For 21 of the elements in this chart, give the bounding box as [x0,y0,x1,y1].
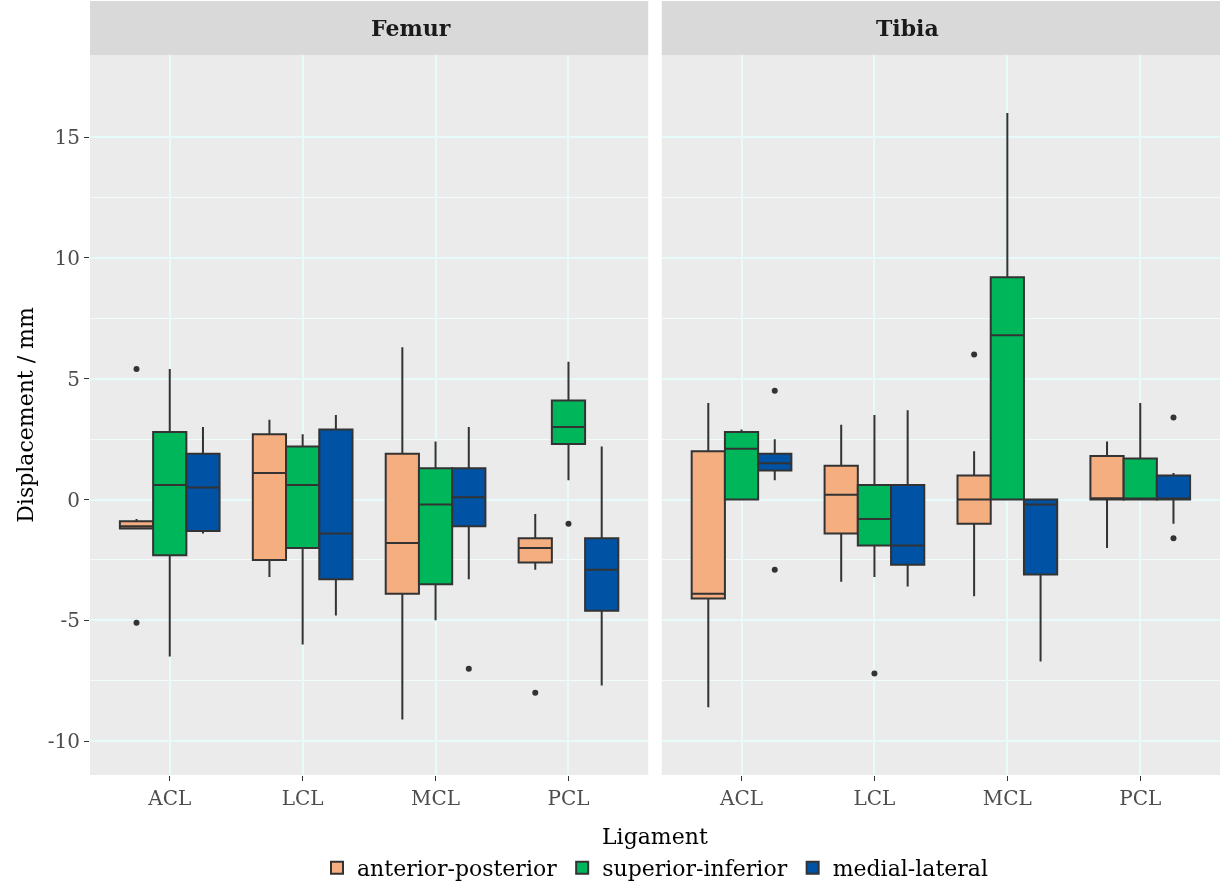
y-axis-title: Displacement / mm [12,307,38,523]
y-tick-label: 10 [54,245,80,270]
legend-label: superior-inferior [602,856,788,882]
y-tick-label: 5 [67,366,80,391]
x-tick-label: PCL [1119,786,1162,810]
x-tick-label: PCL [547,786,590,810]
x-tick-label: MCL [982,786,1032,810]
legend-label: medial-lateral [832,856,988,882]
y-tick-label: -5 [60,608,80,633]
chart-title: Tibia [876,15,939,41]
x-tick-label: ACL [719,786,764,810]
x-tick-label: ACL [147,786,192,810]
legend-label: anterior-posterior [357,856,558,882]
x-tick-label: LCL [853,786,896,810]
y-tick-label: 15 [54,125,80,150]
chart-title: Femur [371,15,451,41]
y-tick-label: 0 [67,487,80,512]
x-tick-label: LCL [281,786,324,810]
y-tick-label: -10 [47,729,80,754]
x-axis-title: Ligament [602,824,708,849]
x-tick-label: MCL [411,786,461,810]
